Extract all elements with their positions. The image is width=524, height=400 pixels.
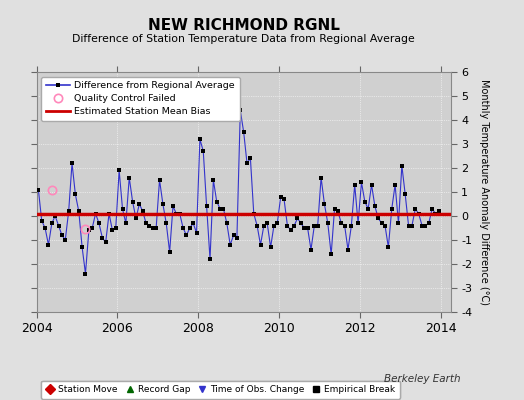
Legend: Station Move, Record Gap, Time of Obs. Change, Empirical Break: Station Move, Record Gap, Time of Obs. C… — [41, 381, 400, 399]
Text: Difference of Station Temperature Data from Regional Average: Difference of Station Temperature Data f… — [72, 34, 415, 44]
Y-axis label: Monthly Temperature Anomaly Difference (°C): Monthly Temperature Anomaly Difference (… — [479, 79, 489, 305]
Text: Berkeley Earth: Berkeley Earth — [385, 374, 461, 384]
Text: NEW RICHMOND RGNL: NEW RICHMOND RGNL — [148, 18, 340, 33]
